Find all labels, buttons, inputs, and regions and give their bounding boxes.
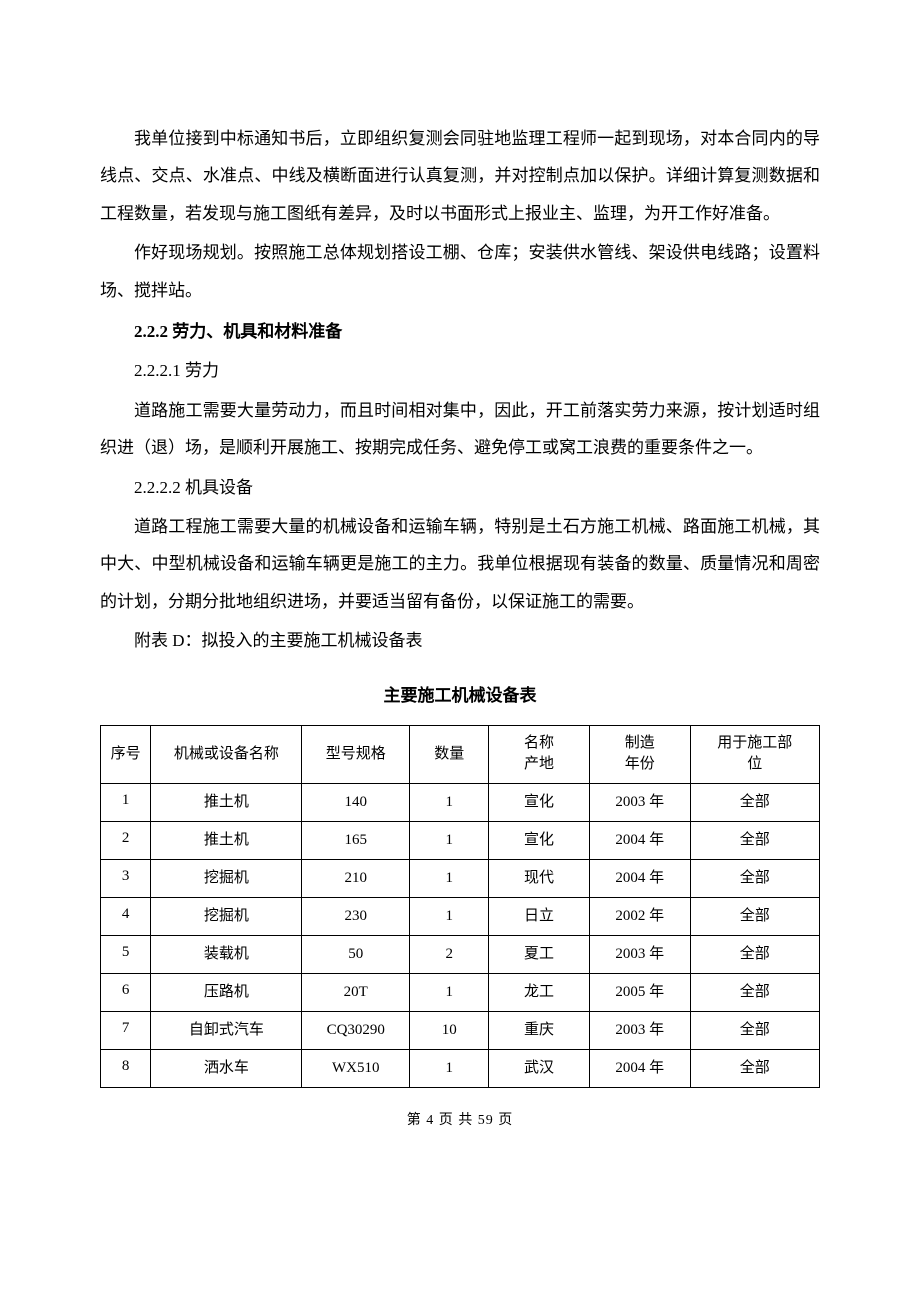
cell-idx: 5 [101, 935, 151, 973]
cell-use: 全部 [690, 973, 819, 1011]
cell-name: 推土机 [151, 783, 302, 821]
cell-use: 全部 [690, 783, 819, 821]
cell-idx: 1 [101, 783, 151, 821]
cell-qty: 1 [410, 1049, 489, 1087]
cell-use: 全部 [690, 1049, 819, 1087]
cell-year: 2003 年 [589, 935, 690, 973]
paragraph-intro-1: 我单位接到中标通知书后，立即组织复测会同驻地监理工程师一起到现场，对本合同内的导… [100, 120, 820, 232]
table-row: 8洒水车WX5101武汉2004 年全部 [101, 1049, 820, 1087]
col-header-use-l1: 用于施工部 [717, 735, 792, 751]
col-header-use-l2: 位 [747, 756, 762, 772]
table-row: 7自卸式汽车CQ3029010重庆2003 年全部 [101, 1011, 820, 1049]
cell-name: 洒水车 [151, 1049, 302, 1087]
cell-origin: 武汉 [489, 1049, 590, 1087]
col-header-index: 序号 [101, 725, 151, 783]
cell-idx: 6 [101, 973, 151, 1011]
paragraph-equipment: 道路工程施工需要大量的机械设备和运输车辆，特别是土石方施工机械、路面施工机械，其… [100, 508, 820, 620]
heading-2-2-2-2: 2.2.2.2 机具设备 [100, 469, 820, 506]
appendix-label: 附表 D：拟投入的主要施工机械设备表 [100, 622, 820, 659]
col-header-year-l2: 年份 [625, 756, 655, 772]
cell-year: 2004 年 [589, 821, 690, 859]
equipment-table-body: 1推土机1401宣化2003 年全部2推土机1651宣化2004 年全部3挖掘机… [101, 783, 820, 1087]
table-row: 4挖掘机2301日立2002 年全部 [101, 897, 820, 935]
cell-year: 2004 年 [589, 859, 690, 897]
heading-2-2-2-1: 2.2.2.1 劳力 [100, 352, 820, 389]
cell-use: 全部 [690, 897, 819, 935]
page-footer: 第 4 页 共 59 页 [100, 1106, 820, 1137]
cell-idx: 3 [101, 859, 151, 897]
cell-origin: 龙工 [489, 973, 590, 1011]
cell-model: 50 [302, 935, 410, 973]
cell-use: 全部 [690, 1011, 819, 1049]
table-row: 3挖掘机2101现代2004 年全部 [101, 859, 820, 897]
cell-origin: 宣化 [489, 821, 590, 859]
cell-qty: 1 [410, 859, 489, 897]
cell-origin: 重庆 [489, 1011, 590, 1049]
col-header-qty: 数量 [410, 725, 489, 783]
cell-model: 165 [302, 821, 410, 859]
col-header-origin: 名称 产地 [489, 725, 590, 783]
col-header-name: 机械或设备名称 [151, 725, 302, 783]
cell-qty: 1 [410, 821, 489, 859]
cell-idx: 7 [101, 1011, 151, 1049]
cell-name: 推土机 [151, 821, 302, 859]
col-header-origin-l2: 产地 [524, 756, 554, 772]
paragraph-labor: 道路施工需要大量劳动力，而且时间相对集中，因此，开工前落实劳力来源，按计划适时组… [100, 392, 820, 467]
cell-use: 全部 [690, 859, 819, 897]
col-header-year: 制造 年份 [589, 725, 690, 783]
table-row: 2推土机1651宣化2004 年全部 [101, 821, 820, 859]
cell-year: 2002 年 [589, 897, 690, 935]
cell-idx: 4 [101, 897, 151, 935]
cell-qty: 2 [410, 935, 489, 973]
cell-qty: 1 [410, 973, 489, 1011]
cell-name: 自卸式汽车 [151, 1011, 302, 1049]
cell-name: 挖掘机 [151, 897, 302, 935]
cell-use: 全部 [690, 821, 819, 859]
heading-2-2-2: 2.2.2 劳力、机具和材料准备 [100, 313, 820, 350]
cell-model: 230 [302, 897, 410, 935]
cell-use: 全部 [690, 935, 819, 973]
cell-idx: 2 [101, 821, 151, 859]
equipment-table: 序号 机械或设备名称 型号规格 数量 名称 产地 制造 年份 用于施工部 位 1… [100, 725, 820, 1088]
cell-model: 20T [302, 973, 410, 1011]
cell-origin: 日立 [489, 897, 590, 935]
table-row: 5装载机502夏工2003 年全部 [101, 935, 820, 973]
cell-idx: 8 [101, 1049, 151, 1087]
cell-origin: 现代 [489, 859, 590, 897]
cell-qty: 1 [410, 897, 489, 935]
col-header-model: 型号规格 [302, 725, 410, 783]
table-row: 1推土机1401宣化2003 年全部 [101, 783, 820, 821]
cell-year: 2003 年 [589, 783, 690, 821]
table-title: 主要施工机械设备表 [100, 677, 820, 714]
cell-qty: 10 [410, 1011, 489, 1049]
cell-year: 2004 年 [589, 1049, 690, 1087]
col-header-year-l1: 制造 [625, 735, 655, 751]
cell-origin: 夏工 [489, 935, 590, 973]
col-header-use: 用于施工部 位 [690, 725, 819, 783]
cell-name: 压路机 [151, 973, 302, 1011]
paragraph-intro-2: 作好现场规划。按照施工总体规划搭设工棚、仓库；安装供水管线、架设供电线路；设置料… [100, 234, 820, 309]
cell-name: 装载机 [151, 935, 302, 973]
cell-model: 210 [302, 859, 410, 897]
col-header-origin-l1: 名称 [524, 735, 554, 751]
table-header-row: 序号 机械或设备名称 型号规格 数量 名称 产地 制造 年份 用于施工部 位 [101, 725, 820, 783]
cell-model: CQ30290 [302, 1011, 410, 1049]
table-row: 6压路机20T1龙工2005 年全部 [101, 973, 820, 1011]
cell-name: 挖掘机 [151, 859, 302, 897]
cell-year: 2003 年 [589, 1011, 690, 1049]
cell-model: WX510 [302, 1049, 410, 1087]
cell-origin: 宣化 [489, 783, 590, 821]
cell-model: 140 [302, 783, 410, 821]
cell-year: 2005 年 [589, 973, 690, 1011]
cell-qty: 1 [410, 783, 489, 821]
